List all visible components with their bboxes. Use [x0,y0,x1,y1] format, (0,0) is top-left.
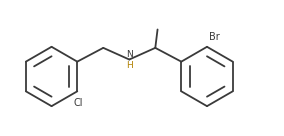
Text: Cl: Cl [74,98,83,108]
Text: H: H [126,61,133,70]
Text: Br: Br [209,32,220,42]
Text: N: N [126,50,133,59]
